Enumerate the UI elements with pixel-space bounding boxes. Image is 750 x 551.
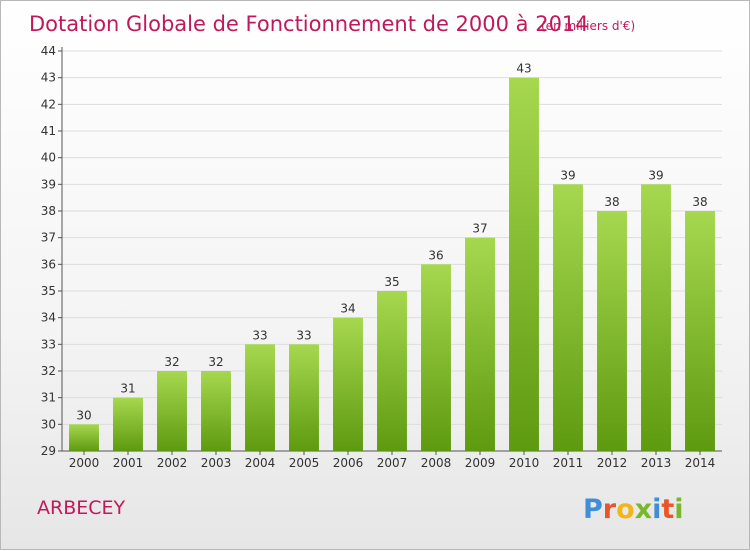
- y-tick-label: 42: [41, 97, 56, 111]
- y-tick-label: 35: [41, 284, 56, 298]
- bars: [69, 77, 715, 452]
- data-label: 38: [692, 195, 707, 209]
- data-label: 32: [208, 355, 223, 369]
- bar-2014: [685, 211, 715, 451]
- y-tick-label: 39: [41, 177, 56, 191]
- y-tick-label: 29: [41, 444, 56, 458]
- data-label: 34: [340, 302, 355, 316]
- y-tick-label: 30: [41, 417, 56, 431]
- y-tick-label: 32: [41, 364, 56, 378]
- x-tick-label: 2002: [157, 456, 188, 470]
- x-tick-label: 2006: [333, 456, 364, 470]
- y-tick-label: 37: [41, 231, 56, 245]
- bar-2000: [69, 424, 99, 451]
- x-tick-label: 2014: [685, 456, 716, 470]
- y-tick-label: 44: [41, 44, 56, 58]
- bar-2011: [553, 184, 583, 452]
- x-tick-label: 2003: [201, 456, 232, 470]
- y-tick-label: 34: [41, 311, 56, 325]
- x-tick-label: 2001: [113, 456, 144, 470]
- data-label: 39: [648, 168, 663, 182]
- y-tick-label: 33: [41, 337, 56, 351]
- data-label: 43: [516, 62, 531, 76]
- logo-letter: x: [635, 494, 652, 525]
- y-tick-label: 43: [41, 71, 56, 85]
- data-label: 37: [472, 222, 487, 236]
- chart-title: Dotation Globale de Fonctionnement de 20…: [29, 12, 589, 36]
- x-tick-label: 2009: [465, 456, 496, 470]
- x-tick-label: 2008: [421, 456, 452, 470]
- x-tick-label: 2007: [377, 456, 408, 470]
- bar-2013: [641, 184, 671, 452]
- data-label: 35: [384, 275, 399, 289]
- data-label: 36: [428, 248, 443, 262]
- bar-2012: [597, 211, 627, 451]
- logo-letter: o: [616, 494, 635, 525]
- logo-letter: t: [661, 494, 674, 525]
- chart-unit: (en milliers d'€): [541, 19, 635, 33]
- x-tick-label: 2013: [641, 456, 672, 470]
- y-tick-label: 41: [41, 124, 56, 138]
- data-label: 32: [164, 355, 179, 369]
- y-tick-label: 36: [41, 257, 56, 271]
- labels: 30 31 32 32 33 33 34 35 36 37 43 39 38 39 38: [76, 62, 707, 423]
- bar-2009: [465, 237, 495, 451]
- data-label: 33: [252, 328, 267, 342]
- x-tick-label: 2004: [245, 456, 276, 470]
- logo-letter: r: [603, 494, 617, 525]
- x-tick-label: 2005: [289, 456, 320, 470]
- bar-2007: [377, 291, 407, 451]
- bar-2010: [509, 77, 539, 452]
- data-label: 33: [296, 328, 311, 342]
- x-tick-label: 2010: [509, 456, 540, 470]
- data-label: 31: [120, 382, 135, 396]
- bar-2008: [421, 264, 451, 451]
- y-tick-label: 40: [41, 151, 56, 165]
- data-label: 30: [76, 408, 91, 422]
- bar-2005: [289, 344, 319, 451]
- logo-letter: P: [583, 494, 603, 525]
- logo-letter: i: [674, 494, 683, 525]
- bar-2004: [245, 344, 275, 451]
- data-label: 39: [560, 168, 575, 182]
- commune-name: ARBECEY: [37, 497, 126, 519]
- x-tick-label: 2011: [553, 456, 584, 470]
- y-tick-label: 31: [41, 391, 56, 405]
- bar-2001: [113, 397, 143, 451]
- bar-2006: [333, 317, 363, 451]
- x-tick-label: 2012: [597, 456, 628, 470]
- data-label: 38: [604, 195, 619, 209]
- bar-2002: [157, 371, 187, 451]
- y-tick-label: 38: [41, 204, 56, 218]
- logo-letter: i: [652, 494, 661, 525]
- x-tick-label: 2000: [69, 456, 100, 470]
- proxiti-logo: Proxiti: [583, 494, 684, 525]
- bar-2003: [201, 371, 231, 451]
